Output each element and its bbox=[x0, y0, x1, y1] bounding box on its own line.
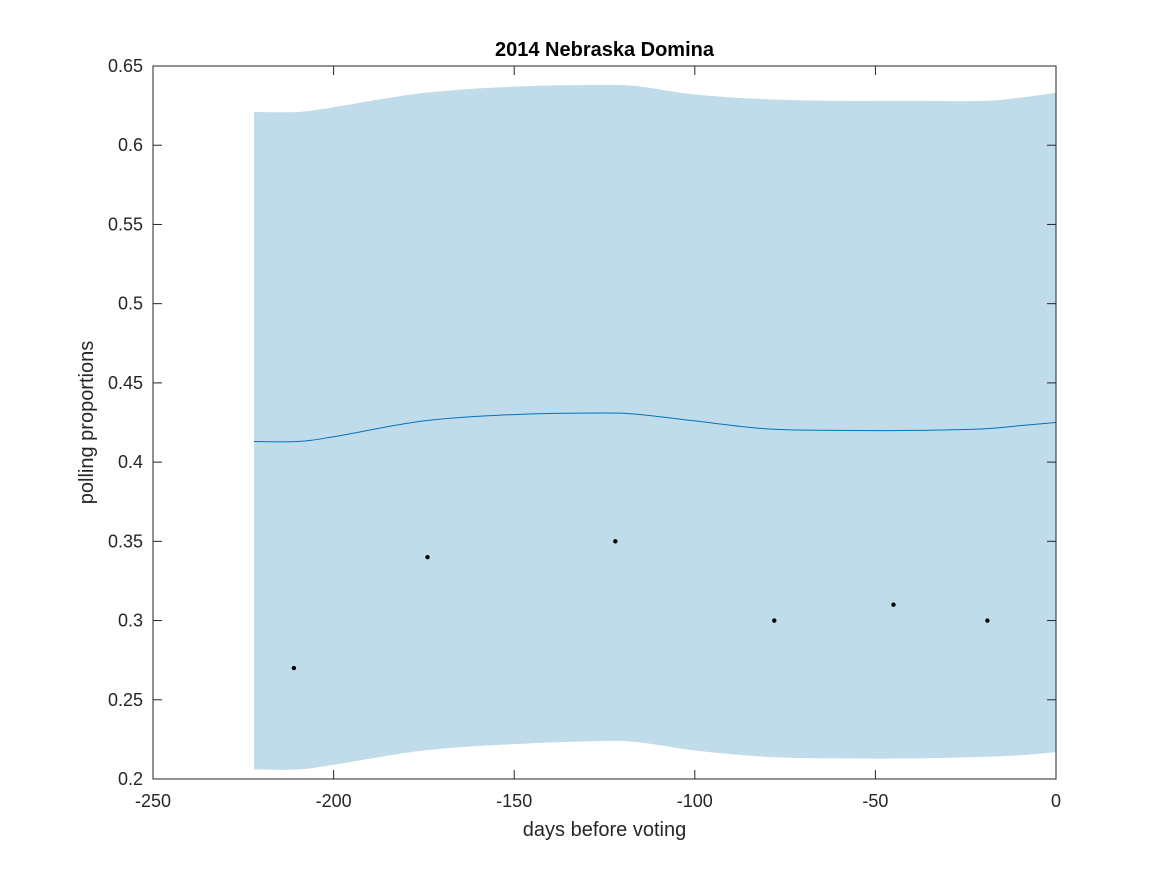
y-tick-label: 0.35 bbox=[108, 531, 143, 551]
confidence-band bbox=[254, 85, 1057, 770]
x-tick-label: -200 bbox=[316, 791, 352, 811]
y-tick-label: 0.3 bbox=[118, 611, 143, 631]
mean-line bbox=[254, 412, 1057, 443]
x-tick-label: -50 bbox=[862, 791, 888, 811]
chart-title: 2014 Nebraska Domina bbox=[495, 39, 715, 61]
data-point bbox=[772, 618, 777, 623]
y-tick-label: 0.6 bbox=[118, 135, 143, 155]
y-tick-label: 0.5 bbox=[118, 294, 143, 314]
y-axis-label: polling proportions bbox=[76, 341, 98, 504]
data-point bbox=[291, 665, 297, 671]
plot-area bbox=[254, 85, 1057, 770]
y-tick-label: 0.4 bbox=[118, 452, 143, 472]
x-axis-label: days before voting bbox=[523, 819, 686, 841]
data-point bbox=[891, 602, 896, 607]
y-tick-label: 0.45 bbox=[108, 373, 143, 393]
x-tick-label: -250 bbox=[135, 791, 171, 811]
data-point bbox=[425, 554, 430, 560]
y-tick-label: 0.55 bbox=[108, 214, 143, 234]
y-tick-label: 0.2 bbox=[118, 769, 143, 789]
y-tick-label: 0.65 bbox=[108, 56, 143, 76]
x-tick-label: 0 bbox=[1051, 791, 1061, 811]
axes: -250 -200 -150 -100 -50 0 0.2 0.25 0.3 0.35 0.4 0.4… bbox=[108, 56, 1061, 811]
data-point bbox=[985, 618, 990, 623]
data-point bbox=[613, 539, 618, 544]
y-tick-label: 0.25 bbox=[108, 690, 143, 710]
axes-box bbox=[152, 65, 1057, 780]
x-tick-label: -100 bbox=[677, 791, 713, 811]
x-tick-label: -150 bbox=[496, 791, 532, 811]
